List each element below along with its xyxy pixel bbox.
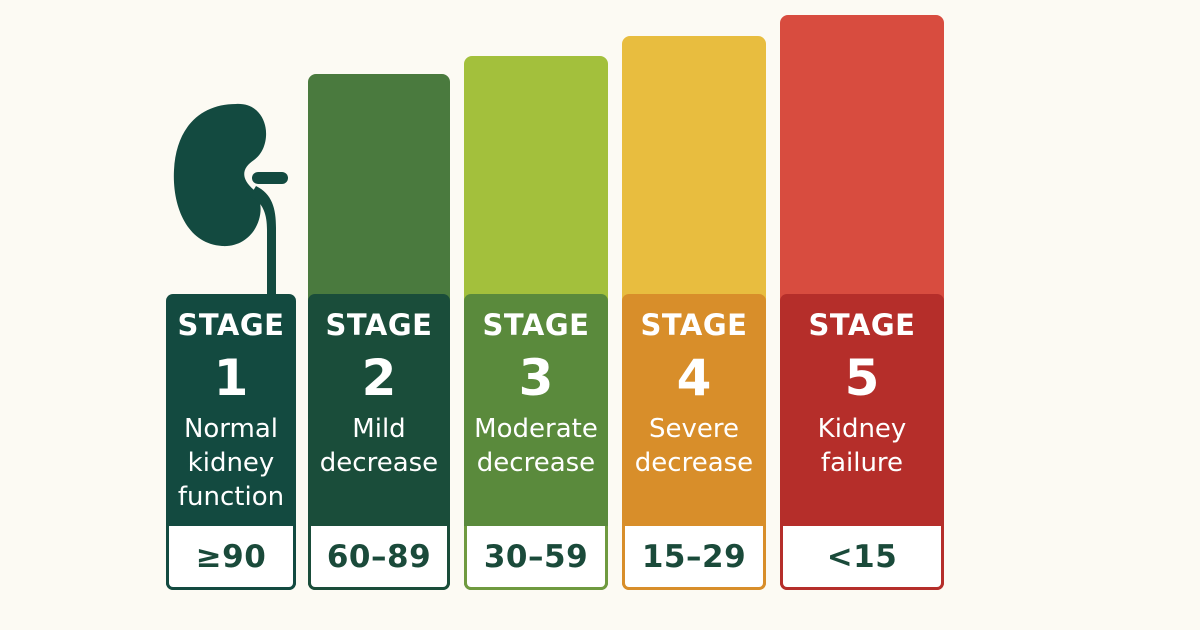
stage-description-line: Kidney — [817, 414, 907, 444]
stage-column-3: STAGE 3 Moderate decrease 30–59 — [464, 0, 608, 630]
stage-number: 3 — [518, 349, 554, 407]
stage-card-3: STAGE 3 Moderate decrease 30–59 — [464, 294, 608, 590]
stage-column-1: STAGE 1 Normal kidney function ≥90 — [166, 0, 296, 630]
stage-description-line: kidney — [187, 448, 275, 478]
stage-description-line: decrease — [634, 448, 754, 478]
stage-column-5: STAGE 5 Kidney failure <15 — [780, 0, 944, 630]
stage-description-line: decrease — [476, 448, 596, 478]
stage-card-main: STAGE 5 Kidney failure — [780, 294, 944, 524]
gfr-range-value: ≥90 — [195, 538, 267, 575]
gfr-range-value: 30–59 — [483, 538, 589, 575]
stage-bar-2 — [308, 74, 450, 314]
stage-description-line: function — [177, 482, 285, 512]
stage-label: STAGE — [482, 308, 590, 342]
stage-description: Normal kidney function — [166, 412, 296, 514]
stage-description: Kidney failure — [780, 412, 944, 480]
gfr-range-box: 15–29 — [622, 526, 766, 590]
stage-description-line: decrease — [319, 448, 439, 478]
gfr-range-value: <15 — [826, 538, 898, 575]
stage-description-line: Moderate — [474, 414, 598, 444]
stage-label: STAGE — [177, 308, 285, 342]
stage-column-4: STAGE 4 Severe decrease 15–29 — [622, 0, 766, 630]
stage-card-1: STAGE 1 Normal kidney function ≥90 — [166, 294, 296, 590]
stage-label: STAGE — [640, 308, 748, 342]
gfr-range-box: ≥90 — [166, 526, 296, 590]
stage-description: Severe decrease — [622, 412, 766, 480]
stage-number: 2 — [361, 349, 397, 407]
stage-card-2: STAGE 2 Mild decrease 60–89 — [308, 294, 450, 590]
stage-description: Mild decrease — [308, 412, 450, 480]
stage-card-main: STAGE 2 Mild decrease — [308, 294, 450, 524]
stage-description-line: Severe — [649, 414, 739, 444]
stage-bar-5 — [780, 15, 944, 314]
gfr-range-box: 60–89 — [308, 526, 450, 590]
stage-number: 4 — [676, 349, 712, 407]
stage-column-2: STAGE 2 Mild decrease 60–89 — [308, 0, 450, 630]
stage-number: 5 — [844, 349, 880, 407]
stage-description-line: Mild — [352, 414, 406, 444]
stage-number: 1 — [213, 349, 249, 407]
stage-bar-4 — [622, 36, 766, 314]
stage-card-main: STAGE 3 Moderate decrease — [464, 294, 608, 524]
stage-label: STAGE — [808, 308, 916, 342]
gfr-range-box: 30–59 — [464, 526, 608, 590]
stage-bar-3 — [464, 56, 608, 314]
stage-card-main: STAGE 4 Severe decrease — [622, 294, 766, 524]
stage-card-4: STAGE 4 Severe decrease 15–29 — [622, 294, 766, 590]
kidney-icon — [173, 103, 288, 298]
stage-description-line: failure — [820, 448, 904, 478]
gfr-range-box: <15 — [780, 526, 944, 590]
stage-description: Moderate decrease — [464, 412, 608, 480]
gfr-range-value: 15–29 — [641, 538, 747, 575]
stage-description-line: Normal — [183, 414, 279, 444]
gfr-range-value: 60–89 — [326, 538, 432, 575]
stage-card-5: STAGE 5 Kidney failure <15 — [780, 294, 944, 590]
stage-label: STAGE — [325, 308, 433, 342]
stage-card-main: STAGE 1 Normal kidney function — [166, 294, 296, 524]
